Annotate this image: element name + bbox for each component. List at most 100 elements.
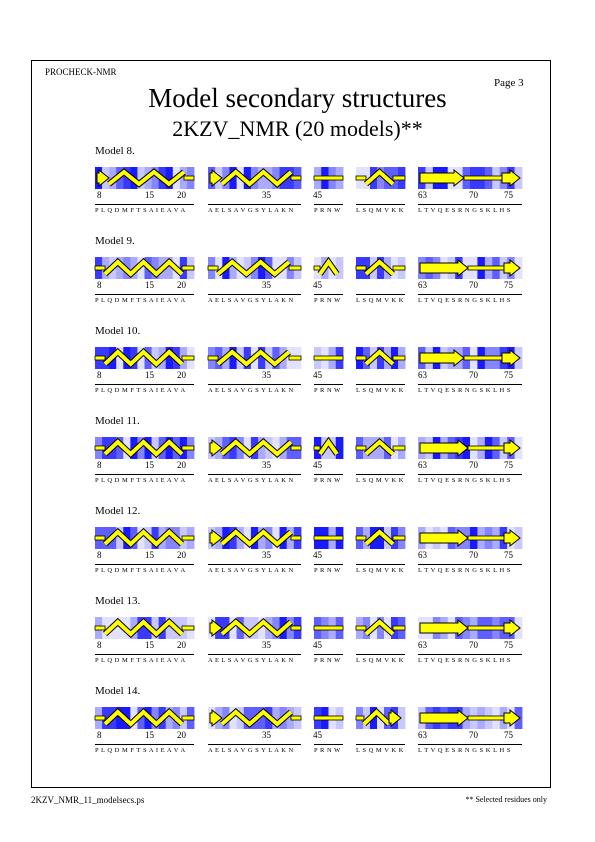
sequence-divider — [418, 564, 522, 565]
residue-number-label: 75 — [504, 640, 513, 650]
sequence-divider — [314, 654, 343, 655]
structure-segment-s3 — [314, 527, 343, 549]
residue-number-label: 20 — [177, 280, 186, 290]
model-label: Model 13. — [95, 595, 140, 607]
model-block: Model 8. 8 15 20 P L Q D M F T S A I E A V A… — [0, 145, 595, 235]
residue-sequence: L S Q M V K K — [356, 297, 404, 304]
residue-sequence: L T V Q E S R N G S K L H S — [418, 297, 511, 304]
sequence-divider — [95, 474, 194, 475]
structure-segment-s2 — [208, 347, 301, 369]
residue-number-label: 20 — [177, 550, 186, 560]
sequence-divider — [418, 654, 522, 655]
model-block: Model 11. 8 15 20 P L Q D M F T S A I E A V … — [0, 415, 595, 505]
sequence-divider — [208, 654, 301, 655]
residue-sequence: P R N W — [314, 477, 341, 484]
residue-sequence: P L Q D M F T S A I E A V A — [95, 477, 186, 484]
sequence-divider — [208, 384, 301, 385]
residue-number-label: 45 — [313, 640, 322, 650]
sequence-divider — [314, 744, 343, 745]
residue-number-label: 63 — [418, 730, 427, 740]
sequence-divider — [95, 744, 194, 745]
structure-segment-s5 — [418, 167, 522, 189]
residue-number-label: 45 — [313, 370, 322, 380]
residue-number-label: 63 — [418, 550, 427, 560]
residue-sequence: L S Q M V K K — [356, 567, 404, 574]
residue-number-label: 8 — [97, 370, 102, 380]
residue-number-label: 15 — [145, 640, 154, 650]
residue-sequence: L T V Q E S R N G S K L H S — [418, 207, 511, 214]
sequence-divider — [95, 384, 194, 385]
structure-strip — [95, 527, 194, 549]
model-label: Model 9. — [95, 235, 135, 247]
residue-number-label: 20 — [177, 640, 186, 650]
structure-strip — [208, 257, 301, 279]
residue-sequence: P R N W — [314, 297, 341, 304]
sequence-divider — [95, 654, 194, 655]
residue-number-label: 8 — [97, 190, 102, 200]
residue-number-label: 8 — [97, 640, 102, 650]
residue-number-label: 8 — [97, 550, 102, 560]
sequence-divider — [356, 294, 405, 295]
residue-number-label: 20 — [177, 190, 186, 200]
structure-strip — [314, 707, 343, 729]
residue-number-label: 45 — [313, 280, 322, 290]
structure-strip — [95, 167, 194, 189]
sequence-divider — [418, 294, 522, 295]
secondary-structure-glyph — [314, 626, 343, 630]
residue-number-label: 45 — [313, 190, 322, 200]
sequence-divider — [314, 294, 343, 295]
structure-strip — [95, 347, 194, 369]
structure-strip — [314, 617, 343, 639]
structure-segment-s3 — [314, 347, 343, 369]
sequence-divider — [314, 384, 343, 385]
residue-number-label: 70 — [469, 280, 478, 290]
secondary-structure-glyph — [314, 716, 343, 720]
residue-sequence: P L Q D M F T S A I E A V A — [95, 567, 186, 574]
residue-number-label: 20 — [177, 370, 186, 380]
structure-strip — [208, 707, 301, 729]
structure-strip — [208, 527, 301, 549]
secondary-structure-glyph — [314, 176, 343, 180]
residue-number-label: 8 — [97, 280, 102, 290]
page-subtitle: 2KZV_NMR (20 models)** — [0, 115, 595, 143]
residue-number-label: 20 — [177, 730, 186, 740]
structure-strip — [356, 167, 405, 189]
model-block: Model 14. 8 15 20 P L Q D M F T S A I E A V … — [0, 685, 595, 775]
residue-number-label: 8 — [97, 460, 102, 470]
residue-sequence: A E L S A V G S Y L A K N — [208, 207, 294, 214]
structure-segment-s5 — [418, 437, 522, 459]
residue-number-label: 35 — [262, 550, 271, 560]
structure-segment-s5 — [418, 527, 522, 549]
residue-sequence: P L Q D M F T S A I E A V A — [95, 297, 186, 304]
sequence-divider — [418, 204, 522, 205]
structure-strip — [356, 527, 405, 549]
residue-number-label: 63 — [418, 190, 427, 200]
program-label: PROCHECK-NMR — [45, 67, 117, 77]
residue-sequence: L S Q M V K K — [356, 387, 404, 394]
sequence-divider — [418, 474, 522, 475]
residue-number-label: 35 — [262, 280, 271, 290]
page-title: Model secondary structures — [0, 82, 595, 114]
residue-shade-cell — [336, 437, 344, 459]
structure-segment-s2 — [208, 527, 301, 549]
model-block: Model 9. 8 15 20 P L Q D M F T S A I E A V A… — [0, 235, 595, 325]
sequence-divider — [314, 474, 343, 475]
structure-strip — [418, 527, 522, 549]
structure-strip — [356, 437, 405, 459]
structure-strip — [418, 707, 522, 729]
structure-segment-s1 — [95, 617, 194, 639]
structure-segment-s4 — [356, 617, 405, 639]
structure-segment-s3 — [314, 257, 343, 279]
footer-note: ** Selected residues only — [465, 795, 547, 804]
sequence-divider — [95, 564, 194, 565]
structure-strip — [208, 617, 301, 639]
sequence-divider — [95, 294, 194, 295]
residue-sequence: L T V Q E S R N G S K L H S — [418, 387, 511, 394]
model-label: Model 11. — [95, 415, 140, 427]
residue-sequence: P R N W — [314, 207, 341, 214]
structure-segment-s4 — [356, 167, 405, 189]
structure-strip — [208, 167, 301, 189]
residue-number-label: 63 — [418, 460, 427, 470]
residue-number-label: 15 — [145, 730, 154, 740]
residue-sequence: L S Q M V K K — [356, 207, 404, 214]
